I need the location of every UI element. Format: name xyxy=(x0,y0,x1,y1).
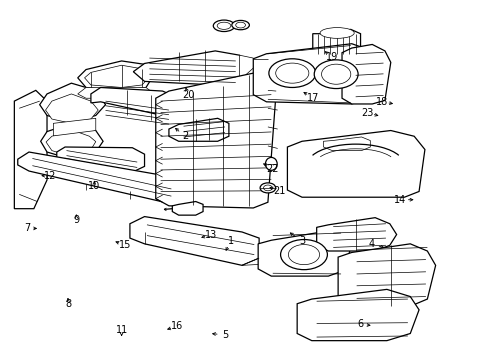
Ellipse shape xyxy=(260,183,275,193)
Polygon shape xyxy=(91,87,177,116)
Ellipse shape xyxy=(263,185,272,191)
Ellipse shape xyxy=(235,22,245,28)
Text: 12: 12 xyxy=(44,171,57,181)
Polygon shape xyxy=(172,202,203,215)
Polygon shape xyxy=(78,61,154,91)
Polygon shape xyxy=(312,30,360,55)
Polygon shape xyxy=(258,231,350,276)
Polygon shape xyxy=(242,255,261,265)
Text: 20: 20 xyxy=(182,90,194,100)
Text: 3: 3 xyxy=(298,236,305,246)
Polygon shape xyxy=(253,44,376,104)
Text: 7: 7 xyxy=(24,224,31,233)
Polygon shape xyxy=(316,218,396,251)
Text: 14: 14 xyxy=(394,195,406,205)
Text: 13: 13 xyxy=(205,230,217,239)
Text: 2: 2 xyxy=(182,131,188,141)
Ellipse shape xyxy=(268,59,315,87)
Polygon shape xyxy=(168,118,228,141)
Text: 17: 17 xyxy=(306,93,318,103)
Text: 8: 8 xyxy=(65,299,71,309)
Polygon shape xyxy=(78,87,154,98)
Polygon shape xyxy=(53,118,96,136)
Text: 19: 19 xyxy=(325,52,338,62)
Polygon shape xyxy=(45,94,98,123)
Text: 10: 10 xyxy=(88,181,100,192)
Text: 16: 16 xyxy=(171,321,183,331)
Ellipse shape xyxy=(265,157,277,170)
Ellipse shape xyxy=(213,20,234,32)
Ellipse shape xyxy=(217,22,230,30)
Polygon shape xyxy=(156,73,276,208)
Text: 1: 1 xyxy=(227,236,233,246)
Polygon shape xyxy=(130,217,259,265)
Polygon shape xyxy=(14,90,47,209)
Ellipse shape xyxy=(231,21,249,30)
Polygon shape xyxy=(18,152,183,203)
Text: 9: 9 xyxy=(73,215,79,225)
Text: 5: 5 xyxy=(222,330,228,340)
Polygon shape xyxy=(57,147,144,172)
Polygon shape xyxy=(46,130,96,157)
Ellipse shape xyxy=(320,28,353,39)
Text: 11: 11 xyxy=(115,325,127,335)
Polygon shape xyxy=(40,83,105,123)
Ellipse shape xyxy=(275,63,308,83)
Polygon shape xyxy=(133,51,249,85)
Ellipse shape xyxy=(280,239,327,270)
Polygon shape xyxy=(337,244,435,306)
Text: 23: 23 xyxy=(361,108,373,118)
Text: 21: 21 xyxy=(273,186,285,197)
Text: 6: 6 xyxy=(357,319,363,329)
Text: 4: 4 xyxy=(367,239,374,249)
Polygon shape xyxy=(84,65,149,87)
Polygon shape xyxy=(341,44,390,104)
Ellipse shape xyxy=(288,244,319,265)
Polygon shape xyxy=(239,55,255,80)
Polygon shape xyxy=(323,137,369,150)
Polygon shape xyxy=(287,131,424,197)
Ellipse shape xyxy=(314,60,357,89)
Text: 22: 22 xyxy=(266,163,279,174)
Text: 15: 15 xyxy=(119,240,131,250)
Polygon shape xyxy=(297,289,418,341)
Polygon shape xyxy=(41,123,103,159)
Text: 18: 18 xyxy=(375,97,387,107)
Ellipse shape xyxy=(321,64,350,84)
